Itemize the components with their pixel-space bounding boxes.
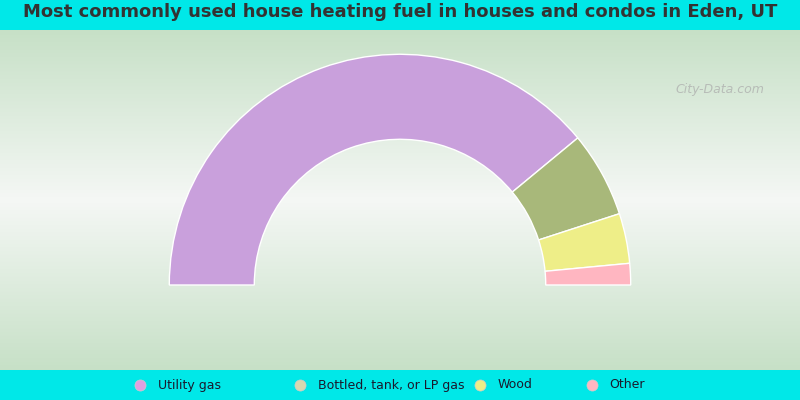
- Wedge shape: [538, 214, 630, 271]
- Wedge shape: [170, 54, 578, 285]
- Wedge shape: [512, 138, 619, 240]
- Text: Wood: Wood: [498, 378, 533, 392]
- Wedge shape: [545, 263, 630, 285]
- Text: Most commonly used house heating fuel in houses and condos in Eden, UT: Most commonly used house heating fuel in…: [23, 3, 777, 21]
- Text: Other: Other: [610, 378, 645, 392]
- Text: City-Data.com: City-Data.com: [675, 84, 765, 96]
- Text: Utility gas: Utility gas: [158, 378, 221, 392]
- Text: Bottled, tank, or LP gas: Bottled, tank, or LP gas: [318, 378, 464, 392]
